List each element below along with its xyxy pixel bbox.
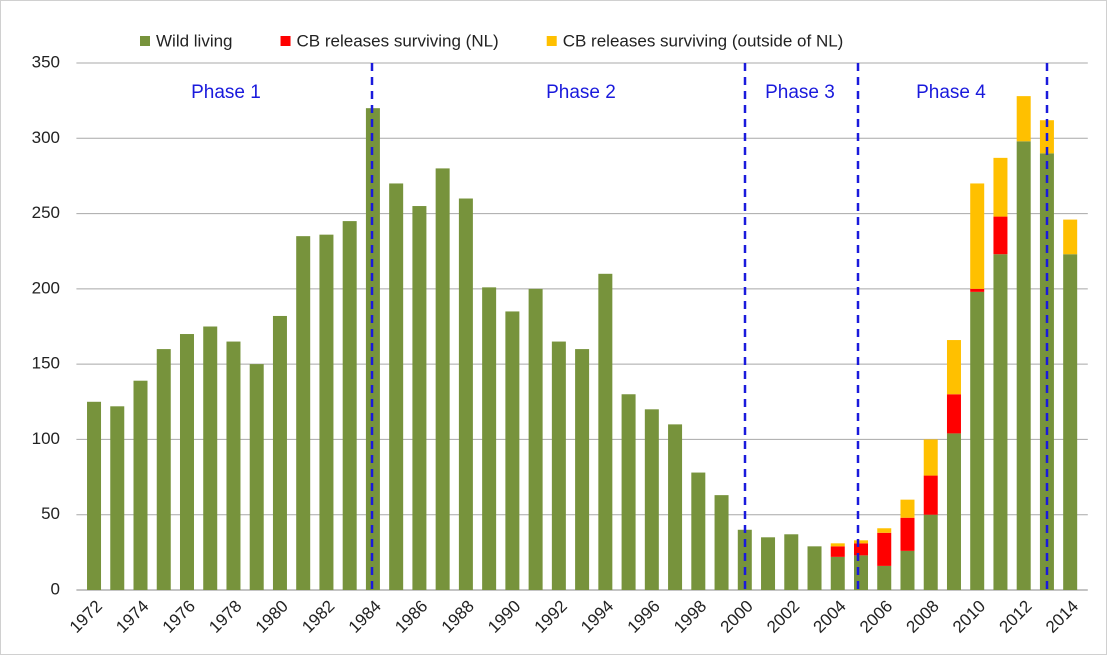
bar-segment	[296, 236, 311, 590]
bar-segment	[412, 206, 427, 591]
bar-segment	[900, 517, 915, 551]
legend-label: CB releases surviving (NL)	[297, 31, 499, 50]
phase-label: Phase 2	[546, 82, 616, 103]
bar-segment	[923, 514, 938, 590]
phase-label: Phase 4	[916, 82, 986, 103]
bar-segment	[226, 341, 241, 590]
y-tick-label: 0	[51, 579, 60, 598]
bar-segment	[993, 157, 1008, 217]
bar-segment	[575, 349, 590, 590]
bar-segment	[877, 528, 892, 533]
bar-segment	[342, 221, 357, 590]
bar-segment	[900, 499, 915, 518]
bar-segment	[621, 394, 636, 590]
legend-swatch	[546, 36, 557, 46]
legend-swatch	[140, 36, 150, 46]
bar-segment	[133, 380, 148, 590]
legend-label: Wild living	[156, 31, 233, 50]
bar-segment	[807, 546, 822, 590]
bar-segment	[993, 216, 1008, 255]
bar-segment	[830, 546, 845, 557]
bar-segment	[389, 183, 404, 590]
y-tick-label: 350	[32, 52, 60, 71]
bar-segment	[668, 424, 683, 590]
grid	[76, 62, 1088, 591]
bar-segment	[435, 168, 450, 590]
bar-segment	[1016, 141, 1031, 590]
bar-segment	[877, 532, 892, 566]
phases: Phase 1 Phase 2 Phase 3 Phase 4	[191, 63, 1049, 592]
bar-segment	[272, 315, 287, 590]
bar-segment	[482, 287, 497, 590]
bar-segment	[970, 183, 985, 289]
bar-segment	[946, 433, 961, 590]
bar-segment	[830, 556, 845, 590]
bar-segment	[784, 534, 799, 590]
bar-segment	[946, 394, 961, 434]
bar-segment	[854, 543, 869, 556]
y-tick-label: 150	[32, 354, 60, 373]
bar-segment	[691, 472, 706, 590]
bar-segment	[1016, 96, 1031, 142]
y-tick-label: 100	[32, 429, 60, 448]
bar-segment	[877, 565, 892, 590]
bar-segment	[854, 540, 869, 544]
bar-segment	[458, 198, 473, 590]
y-tick-label: 50	[41, 504, 60, 523]
bar-segment	[761, 537, 776, 590]
bar-segment	[110, 406, 125, 590]
bar-segment	[714, 495, 729, 590]
bar-segment	[505, 311, 520, 590]
bar-segment	[830, 543, 845, 547]
bar-segment	[854, 555, 869, 590]
bar-segment	[551, 341, 566, 590]
bar-segment	[179, 334, 194, 590]
bar-segment	[249, 364, 264, 590]
bar-segment	[598, 273, 613, 590]
phase-label: Phase 1	[191, 82, 261, 103]
legend-label: CB releases surviving (outside of NL)	[563, 31, 844, 50]
bar-segment	[644, 409, 659, 590]
y-tick-label: 250	[32, 203, 60, 222]
bar-segment	[528, 288, 543, 590]
bar-segment	[993, 254, 1008, 590]
bar-segment	[1063, 254, 1078, 590]
bar-segment	[946, 340, 961, 395]
y-tick-label: 200	[32, 278, 60, 297]
bar-segment	[319, 234, 334, 590]
bar-segment	[900, 550, 915, 590]
bar-segment	[923, 475, 938, 515]
bar-segment	[87, 401, 102, 590]
bar-segment	[156, 349, 171, 590]
phase-label: Phase 3	[765, 82, 835, 103]
legend-swatch	[280, 36, 291, 46]
bar-segment	[970, 288, 985, 292]
bar-segment	[1063, 219, 1078, 255]
bar-segment	[203, 326, 218, 590]
bars	[87, 96, 1078, 591]
y-tick-label: 300	[32, 128, 60, 147]
bar-segment	[970, 291, 985, 590]
bar-segment	[923, 439, 938, 476]
